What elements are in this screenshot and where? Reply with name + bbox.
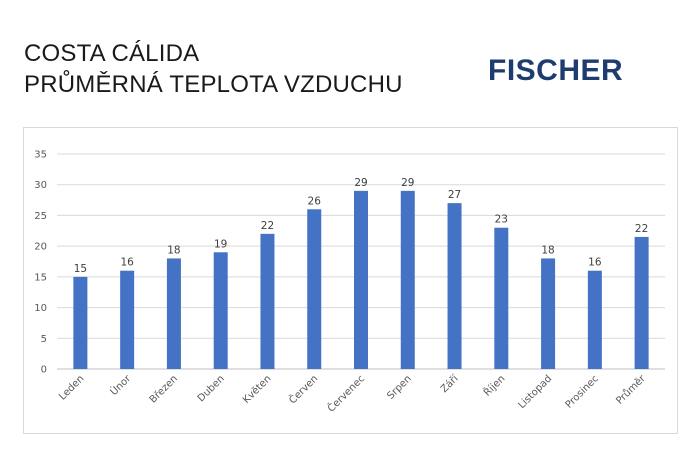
data-label: 23	[495, 214, 508, 226]
data-label: 18	[541, 244, 554, 256]
bar	[447, 203, 462, 369]
category-label: Srpen	[385, 373, 413, 401]
data-label: 29	[354, 177, 367, 189]
bar	[166, 258, 181, 369]
bar	[73, 276, 88, 369]
bar	[541, 258, 556, 369]
fischer-logo: FISCHER	[488, 54, 624, 87]
data-label: 27	[448, 189, 461, 201]
bar	[634, 236, 649, 369]
bar	[213, 252, 228, 369]
y-tick-label: 30	[34, 180, 47, 191]
data-label: 22	[635, 223, 648, 235]
y-tick-label: 20	[34, 242, 47, 253]
bar	[587, 270, 602, 369]
data-label: 19	[214, 238, 227, 250]
category-label: Únor	[107, 371, 134, 398]
data-label: 29	[401, 177, 414, 189]
y-tick-label: 0	[41, 365, 47, 376]
page-title: COSTA CÁLIDA PRŮMĚRNÁ TEPLOTA VZDUCHU	[24, 38, 403, 100]
category-label: Březen	[147, 373, 180, 406]
title-line-2: PRŮMĚRNÁ TEPLOTA VZDUCHU	[24, 71, 403, 98]
title-line-1: COSTA CÁLIDA	[24, 40, 200, 67]
category-label: Květen	[240, 373, 273, 406]
y-tick-label: 5	[41, 334, 47, 345]
y-axis-ticks: 0 5 10 15 20 25 30 35	[34, 150, 47, 376]
category-label: Leden	[57, 373, 86, 402]
data-label: 16	[120, 257, 134, 269]
bar	[307, 209, 322, 369]
y-tick-label: 35	[34, 150, 47, 161]
category-label: Průměr	[614, 372, 649, 407]
bar	[120, 270, 135, 369]
data-label: 26	[308, 195, 322, 207]
y-tick-label: 25	[34, 211, 47, 222]
data-label: 22	[261, 220, 274, 232]
category-label: Listopad	[516, 373, 554, 411]
category-label: Září	[438, 372, 461, 395]
bars	[73, 190, 649, 369]
bar	[354, 190, 368, 369]
bar	[260, 233, 275, 369]
category-label: Říjen	[481, 372, 508, 399]
data-label: 16	[588, 257, 602, 269]
y-tick-label: 10	[34, 303, 47, 314]
category-labels: Leden Únor Březen Duben Květen Červen Červenec…	[57, 371, 648, 414]
chart-frame	[23, 127, 678, 434]
category-label: Červen	[286, 372, 320, 406]
bar	[400, 190, 415, 369]
data-labels: 15 16 18 19 22 26 29 29 27 23 18 16 22	[74, 177, 649, 275]
y-tick-label: 15	[34, 272, 47, 283]
category-label: Duben	[196, 373, 227, 404]
bar	[494, 227, 509, 369]
data-label: 15	[74, 263, 87, 275]
data-label: 18	[167, 244, 180, 256]
category-label: Červenec	[324, 372, 367, 415]
category-label: Prosinec	[564, 373, 601, 410]
